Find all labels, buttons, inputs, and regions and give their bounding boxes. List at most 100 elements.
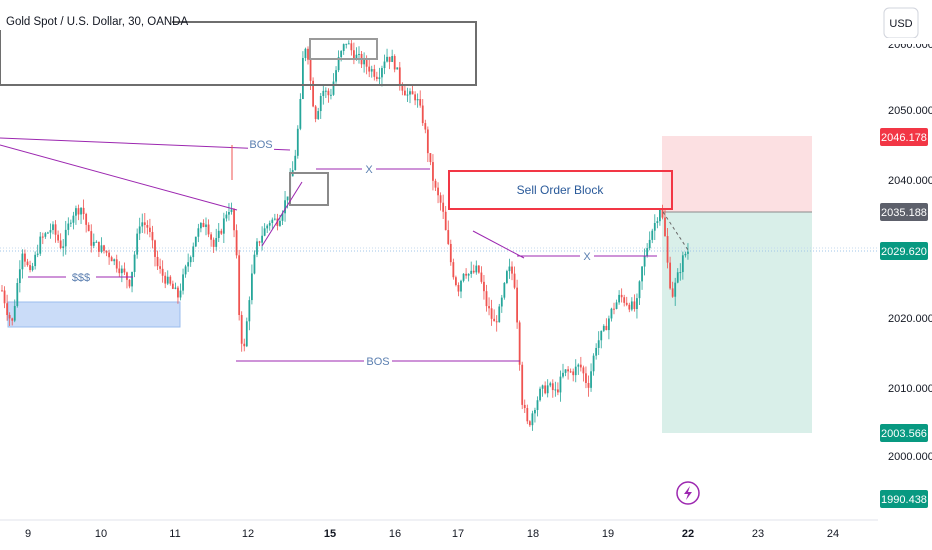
trendline-bos-upper[interactable] [0, 137, 291, 151]
candle-body [164, 275, 167, 284]
candle-body [684, 253, 687, 256]
candle-body [587, 382, 590, 388]
bos-upper-label: BOS [249, 139, 272, 151]
candle-body [500, 297, 503, 307]
candle-body [136, 233, 139, 255]
candle-body [184, 266, 187, 275]
candle-body [115, 259, 118, 269]
candle-body [34, 254, 37, 267]
candle-body [273, 218, 276, 220]
candle-body [126, 272, 128, 280]
candle-body [358, 53, 360, 55]
supply-box-large[interactable] [0, 21, 477, 86]
price-tick-2040: 2040.000 [888, 175, 932, 187]
candle-body [194, 236, 197, 247]
projection-dash [662, 211, 689, 251]
candle-body [72, 215, 75, 223]
candle-body [567, 369, 569, 372]
candle-body [406, 94, 409, 96]
time-tick-label: 10 [95, 528, 107, 540]
candle-body [8, 315, 11, 319]
candle-body [651, 230, 654, 240]
time-axis[interactable]: 9 10 11 12 15 16 17 18 19 22 23 24 [0, 519, 878, 540]
sell-order-block-box[interactable] [448, 170, 673, 210]
candle-body [52, 224, 54, 231]
candle-body [156, 256, 159, 267]
time-tick-label: 11 [169, 528, 180, 540]
candle-body [381, 68, 383, 78]
candle-body [472, 270, 475, 273]
candle-body [442, 202, 445, 212]
candle-body [90, 231, 93, 246]
candle-body [633, 301, 636, 309]
candle-body [620, 294, 623, 298]
price-axis[interactable]: USD 2060.000 2050.000 2040.000 2020.000 … [878, 0, 932, 550]
trendline-rise[interactable] [261, 181, 303, 247]
candle-body [421, 105, 424, 124]
demand-box-small[interactable] [289, 172, 329, 206]
candle-body [508, 266, 511, 272]
demand-zone [7, 301, 181, 328]
candle-body [286, 196, 289, 201]
candle-body [174, 287, 177, 289]
liquidity-label: $$$ [72, 272, 90, 284]
candle-body [398, 67, 401, 85]
candle-body [69, 222, 72, 224]
candle-body [324, 90, 327, 92]
candle-body [370, 69, 373, 72]
candle-body [59, 240, 62, 249]
candle-body [296, 128, 299, 156]
candle-body [44, 233, 47, 237]
candle-body [123, 268, 126, 273]
candle-body [597, 340, 600, 348]
time-tick-label: 15 [324, 528, 336, 540]
candle-body [256, 241, 258, 255]
candle-body [245, 321, 248, 347]
candle-body [638, 281, 641, 299]
candle-body [557, 389, 559, 393]
candle-body [439, 195, 442, 203]
candle-body [57, 234, 59, 241]
candle-body [36, 253, 39, 255]
candle-body [391, 56, 394, 62]
candle-body [625, 302, 628, 305]
candle-body [253, 254, 256, 274]
candle-body [363, 59, 365, 65]
candle-body [521, 364, 524, 405]
candle-body [105, 250, 108, 253]
candle-body [16, 283, 19, 306]
x-upper-bg [362, 162, 376, 176]
liquidity-bg [66, 270, 96, 284]
candle-body [240, 315, 243, 344]
candle-body [373, 69, 376, 77]
candle-body [3, 290, 6, 304]
candle-body [480, 272, 483, 282]
candle-body [235, 230, 238, 256]
price-tag-current-label: 2029.620 [881, 246, 927, 258]
candle-body [544, 385, 547, 394]
candle-body [602, 325, 605, 331]
candle-body [166, 276, 169, 284]
candle-body [623, 297, 626, 303]
time-tick-label: 16 [389, 528, 401, 540]
supply-box-small[interactable] [309, 38, 378, 60]
candle-body [149, 227, 151, 232]
candle-body [630, 301, 633, 310]
trendline-descending[interactable] [472, 230, 525, 259]
candle-body [49, 230, 52, 233]
candle-body [488, 306, 490, 309]
candle-body [404, 90, 406, 96]
trendline-upper-left[interactable] [0, 144, 238, 211]
candle-body [330, 94, 332, 96]
lightning-icon[interactable] [676, 481, 700, 505]
candle-body [327, 90, 330, 96]
candle-body [518, 322, 521, 365]
time-tick-label: 9 [25, 528, 31, 540]
candle-body [643, 255, 646, 267]
candle-body [233, 209, 235, 231]
candle-body [179, 290, 182, 298]
candle-body [100, 245, 103, 252]
price-tag-stop [880, 128, 928, 146]
candle-body [490, 308, 493, 319]
